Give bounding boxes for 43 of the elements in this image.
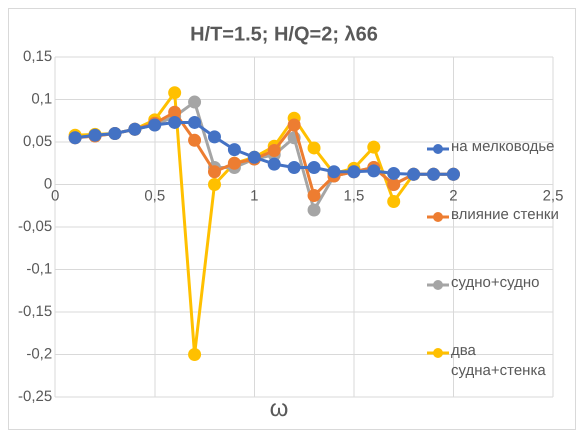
point — [288, 161, 301, 174]
legend-label: судно+судно — [451, 273, 540, 293]
point — [308, 141, 321, 154]
point — [387, 166, 400, 180]
point — [188, 134, 202, 147]
point — [288, 118, 301, 132]
point — [387, 195, 400, 208]
y-tick-label: -0,25 — [18, 388, 52, 406]
point — [228, 143, 241, 156]
point — [208, 178, 221, 191]
x-tick-label: 1,5 — [343, 188, 364, 205]
legend-label: влияние стенки — [451, 205, 559, 225]
y-tick-label: 0,05 — [22, 133, 52, 150]
point — [168, 86, 182, 100]
point — [367, 164, 380, 178]
y-tick-label: 0,1 — [31, 90, 52, 108]
point — [168, 106, 182, 119]
y-tick-label: -0,15 — [18, 303, 52, 320]
chart-title: H/T=1.5; H/Q=2; λ66 — [190, 24, 378, 46]
point — [168, 116, 182, 129]
point — [308, 189, 321, 202]
y-tick-label: -0,05 — [18, 218, 52, 236]
point — [188, 116, 202, 129]
x-tick-label: 1 — [250, 188, 258, 205]
point — [367, 140, 380, 154]
point — [268, 144, 281, 157]
x-axis-title: ω — [270, 395, 288, 422]
legend-label: на мелководье — [451, 137, 554, 157]
point — [208, 130, 221, 144]
x-tick-label: 2,5 — [542, 188, 564, 205]
point — [268, 158, 281, 171]
point — [188, 96, 202, 109]
y-tick-label: 0,15 — [22, 48, 52, 66]
x-tick-label: 2 — [449, 188, 458, 205]
y-tick-label: -0,2 — [26, 346, 52, 363]
point — [208, 165, 221, 178]
point — [188, 348, 202, 361]
x-tick-label: 0,5 — [144, 188, 166, 205]
point — [308, 161, 321, 174]
y-tick-label: -0,1 — [26, 260, 52, 278]
point — [308, 204, 321, 216]
y-tick-label: 0 — [44, 176, 52, 193]
legend-label: два судна+стенка — [451, 341, 547, 381]
